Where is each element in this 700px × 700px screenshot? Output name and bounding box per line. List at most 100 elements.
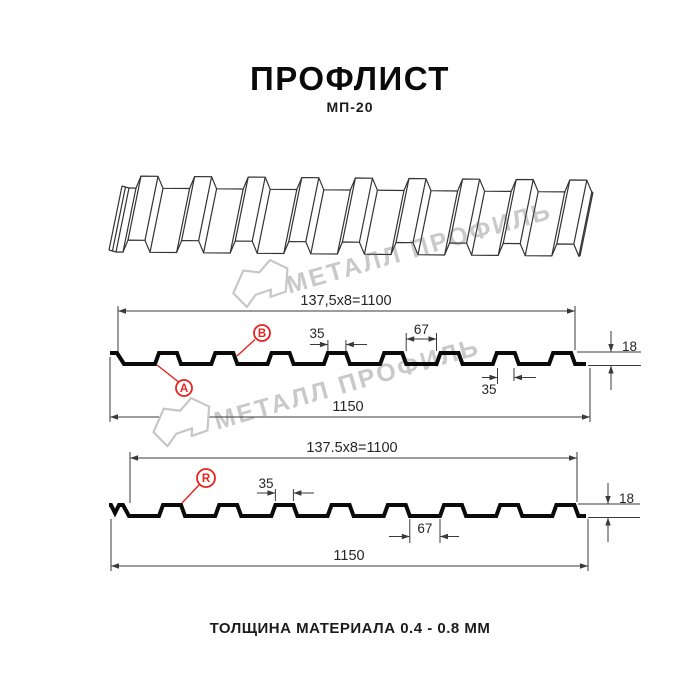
sheet-rib-edge — [524, 191, 539, 256]
label-leader-line — [156, 364, 179, 383]
sheet-silhouette — [116, 176, 593, 257]
dim-label: 18 — [622, 339, 637, 354]
sheet-rib-edge — [149, 188, 164, 253]
sheet-rib-edge — [341, 177, 356, 243]
point-label-b — [253, 324, 271, 342]
arrowhead-icon — [582, 414, 590, 420]
sheet-rib-edge — [573, 180, 588, 245]
sheet-rib-edge — [336, 189, 351, 255]
dim-label: 67 — [414, 322, 429, 337]
dim-label: 35 — [481, 382, 496, 397]
sheet-rib-edge — [519, 179, 534, 244]
arrowhead-icon — [514, 374, 522, 381]
sheet-rib-edge — [390, 190, 405, 255]
sheet-rib-edge — [127, 175, 142, 241]
sheet-rib-edge — [234, 176, 249, 242]
arrowhead-icon — [111, 563, 119, 569]
point-label-letter: B — [258, 328, 266, 340]
sheet-rib-edge — [466, 179, 481, 244]
sheet-rib-edge — [181, 176, 196, 241]
sheet-end-face — [108, 185, 123, 251]
sheet-end-face — [121, 185, 130, 189]
profile-outline — [110, 351, 586, 366]
sheet-3d-view — [108, 175, 594, 257]
dim-label: 1150 — [332, 399, 363, 415]
sheet-rib-edge — [229, 188, 244, 254]
sheet-rib-edge — [412, 178, 427, 243]
arrowhead-icon — [605, 496, 611, 504]
sheet-end-face — [108, 249, 117, 253]
dim-label: 137,5x8=1100 — [300, 293, 391, 309]
sheet-rib-edge — [449, 178, 464, 244]
arrowhead-icon — [345, 341, 354, 348]
dim-label: 67 — [417, 521, 432, 536]
sheet-rib-edge — [358, 178, 373, 243]
dim-label: 35 — [309, 326, 324, 341]
dim-label: 18 — [619, 491, 634, 506]
point-label-letter: A — [180, 383, 188, 395]
dim-label: 137.5x8=1100 — [306, 440, 397, 456]
sheet-rib-edge — [288, 177, 303, 242]
arrowhead-icon — [605, 517, 611, 526]
sheet-rib-edge — [395, 178, 410, 243]
thickness-note: ТОЛЩИНА МАТЕРИАЛА 0.4 - 0.8 ММ — [209, 620, 491, 637]
arrowhead-icon — [440, 533, 448, 540]
arrowhead-icon — [267, 490, 276, 496]
sheet-rib-edge — [115, 187, 130, 253]
sheet-rib-edge — [198, 176, 213, 241]
cross-section-2: 137.5x8=1100 R 35 67 18 1150 — [109, 440, 640, 571]
arrowhead-icon — [130, 455, 138, 461]
arrowhead-icon — [319, 341, 328, 348]
sheet-rib-edge — [502, 179, 517, 244]
arrowhead-icon — [406, 336, 415, 342]
metall-profil-logo-icon — [232, 259, 289, 309]
arrowhead-icon — [567, 308, 575, 314]
sheet-rib-edge — [176, 188, 191, 253]
dim-label: 35 — [258, 476, 273, 491]
arrowhead-icon — [293, 490, 302, 496]
sheet-rib-edge — [144, 176, 159, 241]
sheet-rib-edge — [283, 189, 298, 254]
sheet-rib-edge — [551, 191, 566, 257]
sheet-rib-edge — [417, 190, 432, 255]
arrowhead-icon — [428, 336, 437, 342]
sheet-rib-edge — [203, 188, 218, 253]
sheet-rib-edge — [578, 192, 593, 257]
sheet-rib-edge — [122, 187, 137, 253]
sheet-rib-edge — [497, 191, 512, 256]
dim-label: 1150 — [333, 548, 364, 564]
sheet-rib-edge — [305, 177, 320, 242]
sheet-rib-edge — [579, 192, 594, 257]
sheet-back-edge — [128, 175, 593, 193]
sheet-rib-edge — [556, 179, 571, 245]
arrowhead-icon — [608, 344, 614, 352]
point-label-letter: R — [202, 473, 211, 485]
sheet-rib-edge — [310, 189, 325, 254]
sheet-rib-edge — [251, 177, 266, 242]
arrowhead-icon — [580, 563, 588, 569]
cross-section-1: 137,5x8=1100 B A 35 67 18 35 1150 — [109, 293, 641, 422]
sheet-rib-edge — [471, 191, 486, 256]
page-title: ПРОФЛИСТ — [250, 60, 450, 97]
arrowhead-icon — [489, 374, 498, 381]
arrowhead-icon — [118, 308, 126, 314]
sheet-front-edge — [115, 239, 580, 257]
profile-outline — [109, 503, 586, 518]
page-subtitle: МП-20 — [326, 99, 374, 115]
sheet-rib-edge — [363, 190, 378, 255]
sheet-rib-edge — [444, 190, 459, 256]
metall-profil-logo-icon — [152, 396, 211, 448]
sheet-end-face — [111, 186, 127, 251]
watermark-logos — [152, 259, 289, 448]
point-label-a — [175, 379, 193, 397]
arrowhead-icon — [569, 455, 577, 461]
arrowhead-icon — [401, 533, 410, 540]
arrowhead-icon — [608, 365, 614, 374]
label-leader-line — [236, 338, 256, 357]
sheet-rib-edge — [256, 189, 271, 254]
arrowhead-icon — [110, 414, 118, 420]
point-label-r — [196, 468, 216, 488]
label-leader-line — [181, 484, 201, 504]
